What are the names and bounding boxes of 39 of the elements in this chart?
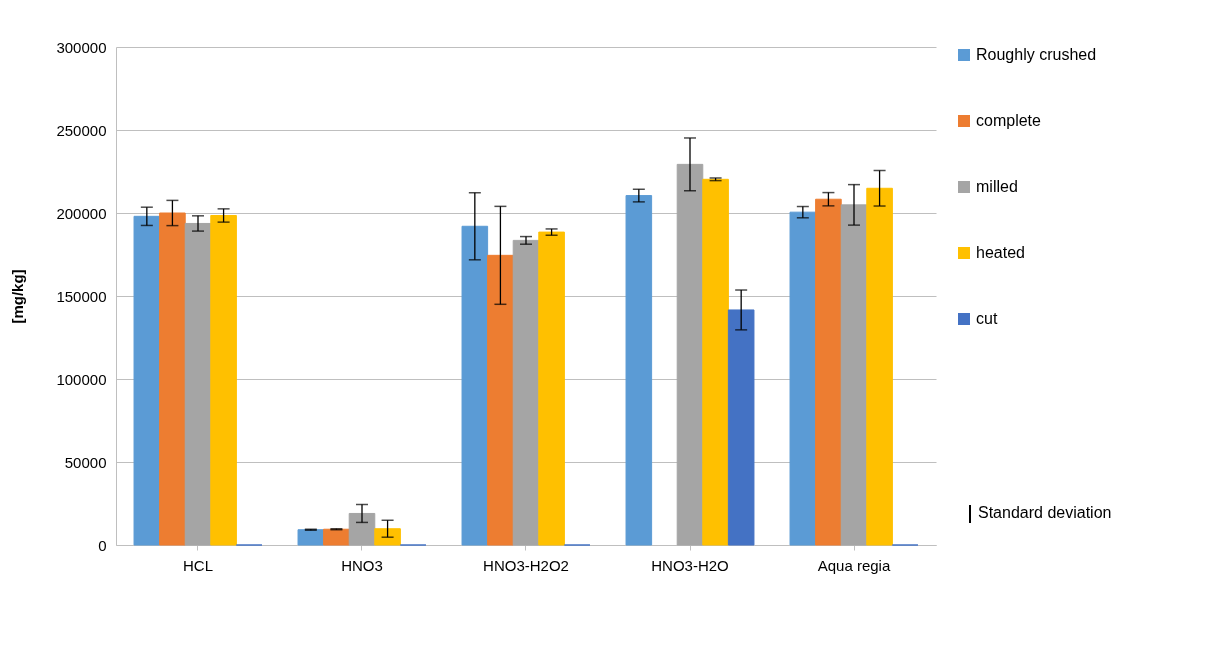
bar: [815, 198, 842, 546]
legend-label: milled: [976, 178, 1018, 195]
y-tick-label: 150000: [56, 287, 107, 305]
bar: [461, 225, 489, 546]
bar: [866, 187, 893, 546]
y-tick-label: 200000: [56, 204, 107, 222]
legend-label: Roughly crushed: [976, 46, 1097, 63]
bar: [840, 204, 868, 546]
y-tick-label: 250000: [56, 121, 107, 139]
x-tick-label: Aqua regia: [817, 556, 891, 574]
y-axis-title: [mg/kg]: [9, 269, 27, 324]
y-tick-label: 300000: [56, 38, 107, 56]
bar: [297, 529, 325, 546]
x-tick-label: HNO3-H2O: [651, 556, 729, 574]
bar: [789, 211, 817, 546]
bar: [702, 178, 729, 546]
bar: [159, 212, 186, 546]
y-tick-label: 50000: [64, 453, 107, 471]
y-tick-label: 0: [98, 536, 107, 554]
legend-label: complete: [976, 112, 1042, 129]
bar: [487, 254, 514, 546]
bar: [374, 528, 401, 546]
bar: [625, 195, 653, 546]
legend-label: heated: [976, 244, 1025, 261]
text: Standard deviation: [978, 504, 1112, 521]
bar: [512, 239, 540, 546]
bar: [676, 163, 704, 546]
legend-label: cut: [976, 310, 998, 327]
bar: [348, 512, 376, 546]
y-tick-label: 100000: [56, 370, 107, 388]
bar: [184, 222, 212, 546]
bar: [538, 231, 565, 546]
bar: [210, 214, 237, 546]
bar: [133, 215, 161, 546]
x-tick-label: HNO3: [341, 556, 383, 574]
bar: [323, 528, 350, 546]
bar: [727, 309, 755, 546]
x-tick-label: HCL: [182, 556, 214, 574]
x-tick-label: HNO3-H2O2: [483, 556, 569, 574]
